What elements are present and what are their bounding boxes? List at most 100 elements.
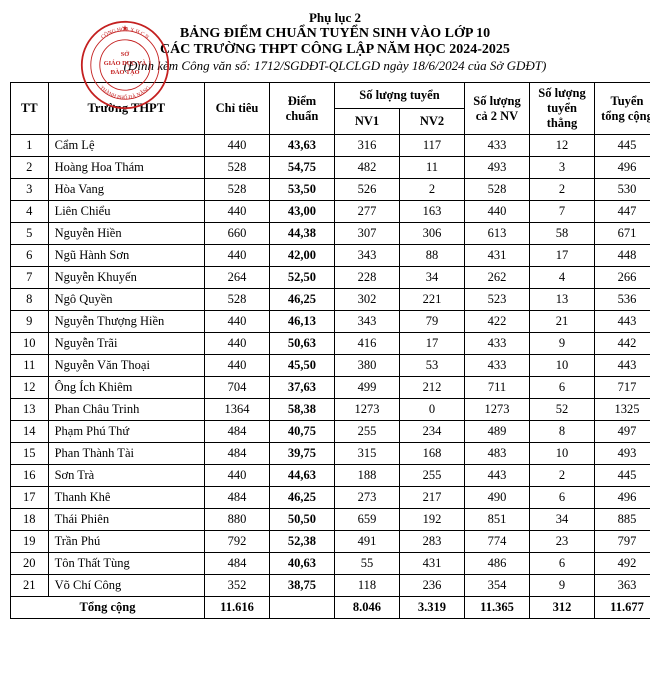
cell-thang: 6 (529, 487, 594, 509)
cell-thang: 9 (529, 333, 594, 355)
cell-diem-chuan: 50,63 (269, 333, 334, 355)
cell-total-diem (269, 597, 334, 619)
cell-ca2nv: 433 (464, 355, 529, 377)
cell-tong: 442 (594, 333, 650, 355)
cell-school: Trần Phú (48, 531, 204, 553)
cell-chi-tieu: 660 (204, 223, 269, 245)
cell-nv2: 306 (399, 223, 464, 245)
cell-ca2nv: 489 (464, 421, 529, 443)
cell-chi-tieu: 484 (204, 487, 269, 509)
cell-tong: 496 (594, 157, 650, 179)
cell-nv2: 168 (399, 443, 464, 465)
table-row: 3Hòa Vang52853,5052625282530 (11, 179, 650, 201)
document-header: SỞ GIÁO DỤC VÀ ĐÀO TẠO CỘNG HÒA X.H.C.N … (10, 10, 650, 74)
cell-diem-chuan: 53,50 (269, 179, 334, 201)
cell-ca2nv: 711 (464, 377, 529, 399)
cell-ca2nv: 493 (464, 157, 529, 179)
cell-thang: 17 (529, 245, 594, 267)
cell-nv2: 88 (399, 245, 464, 267)
cell-thang: 10 (529, 355, 594, 377)
cell-nv2: 53 (399, 355, 464, 377)
cell-school: Hoàng Hoa Thám (48, 157, 204, 179)
cell-tong: 1325 (594, 399, 650, 421)
cell-ca2nv: 774 (464, 531, 529, 553)
cell-nv2: 11 (399, 157, 464, 179)
cell-tong: 496 (594, 487, 650, 509)
cell-diem-chuan: 45,50 (269, 355, 334, 377)
cell-chi-tieu: 440 (204, 135, 269, 157)
cell-nv2: 117 (399, 135, 464, 157)
col-tuyen-thang: Số lượng tuyển thẳng (529, 83, 594, 135)
table-total-row: Tổng cộng11.6168.0463.31911.36531211.677 (11, 597, 650, 619)
cell-tong: 447 (594, 201, 650, 223)
cell-nv2: 79 (399, 311, 464, 333)
table-body: 1Cẩm Lệ44043,6331611743312445 2 Hoàng Hoa … (11, 135, 650, 619)
cell-tt: 10 (11, 333, 49, 355)
cell-nv1: 499 (334, 377, 399, 399)
cell-school: Nguyễn Thượng Hiền (48, 311, 204, 333)
cell-tt: 8 (11, 289, 49, 311)
cell-nv1: 416 (334, 333, 399, 355)
table-row: 5Nguyễn Hiền66044,3830730661358671 (11, 223, 650, 245)
cell-diem-chuan: 52,38 (269, 531, 334, 553)
cell-nv1: 277 (334, 201, 399, 223)
cell-nv2: 431 (399, 553, 464, 575)
table-row: 1Cẩm Lệ44043,6331611743312445 (11, 135, 650, 157)
table-row: 14Phạm Phú Thứ48440,752552344898497 (11, 421, 650, 443)
cell-total-nv2: 3.319 (399, 597, 464, 619)
cell-nv1: 273 (334, 487, 399, 509)
cell-total-thang: 312 (529, 597, 594, 619)
cell-chi-tieu: 484 (204, 553, 269, 575)
cell-thang: 2 (529, 179, 594, 201)
cell-tt: 18 (11, 509, 49, 531)
cell-nv2: 17 (399, 333, 464, 355)
cell-tt: 4 (11, 201, 49, 223)
cell-school: Ông Ích Khiêm (48, 377, 204, 399)
cell-thang: 8 (529, 421, 594, 443)
table-row: 17Thanh Khê48446,252732174906496 (11, 487, 650, 509)
cell-chi-tieu: 440 (204, 355, 269, 377)
cell-tt: 13 (11, 399, 49, 421)
cell-nv2: 163 (399, 201, 464, 223)
table-row: 4Liên Chiểu44043,002771634407447 (11, 201, 650, 223)
cell-school: Nguyễn Văn Thoại (48, 355, 204, 377)
cell-school: Thái Phiên (48, 509, 204, 531)
cell-tong: 445 (594, 135, 650, 157)
cell-nv2: 221 (399, 289, 464, 311)
cell-diem-chuan: 44,63 (269, 465, 334, 487)
cell-school: Hòa Vang (48, 179, 204, 201)
cell-total-nv1: 8.046 (334, 597, 399, 619)
col-chi-tieu: Chỉ tiêu (204, 83, 269, 135)
table-row: 10Nguyễn Trãi44050,63416174339442 (11, 333, 650, 355)
title-line-1: BẢNG ĐIỂM CHUẨN TUYỂN SINH VÀO LỚP 10 (10, 26, 650, 42)
appendix-label: Phụ lục 2 (10, 10, 650, 26)
cell-ca2nv: 262 (464, 267, 529, 289)
cell-thang: 7 (529, 201, 594, 223)
cell-diem-chuan: 43,00 (269, 201, 334, 223)
cell-school: Ngô Quyền (48, 289, 204, 311)
cell-chi-tieu: 484 (204, 421, 269, 443)
cell-nv2: 0 (399, 399, 464, 421)
table-row: 9Nguyễn Thượng Hiền44046,133437942221443 (11, 311, 650, 333)
cell-total-label: Tổng cộng (11, 597, 205, 619)
cell-diem-chuan: 43,63 (269, 135, 334, 157)
score-table: TT Trường THPT Chỉ tiêu Điểm chuẩn Số lư… (10, 82, 650, 619)
cell-school: Sơn Trà (48, 465, 204, 487)
cell-nv2: 192 (399, 509, 464, 531)
cell-thang: 12 (529, 135, 594, 157)
cell-tong: 443 (594, 311, 650, 333)
cell-diem-chuan: 50,50 (269, 509, 334, 531)
cell-chi-tieu: 352 (204, 575, 269, 597)
cell-school: Ngũ Hành Sơn (48, 245, 204, 267)
cell-chi-tieu: 440 (204, 333, 269, 355)
cell-ca2nv: 443 (464, 465, 529, 487)
cell-chi-tieu: 704 (204, 377, 269, 399)
cell-diem-chuan: 39,75 (269, 443, 334, 465)
cell-total-chi-tieu: 11.616 (204, 597, 269, 619)
cell-tong: 492 (594, 553, 650, 575)
cell-chi-tieu: 528 (204, 179, 269, 201)
cell-ca2nv: 422 (464, 311, 529, 333)
cell-ca2nv: 354 (464, 575, 529, 597)
cell-ca2nv: 433 (464, 135, 529, 157)
cell-school: Nguyễn Hiền (48, 223, 204, 245)
